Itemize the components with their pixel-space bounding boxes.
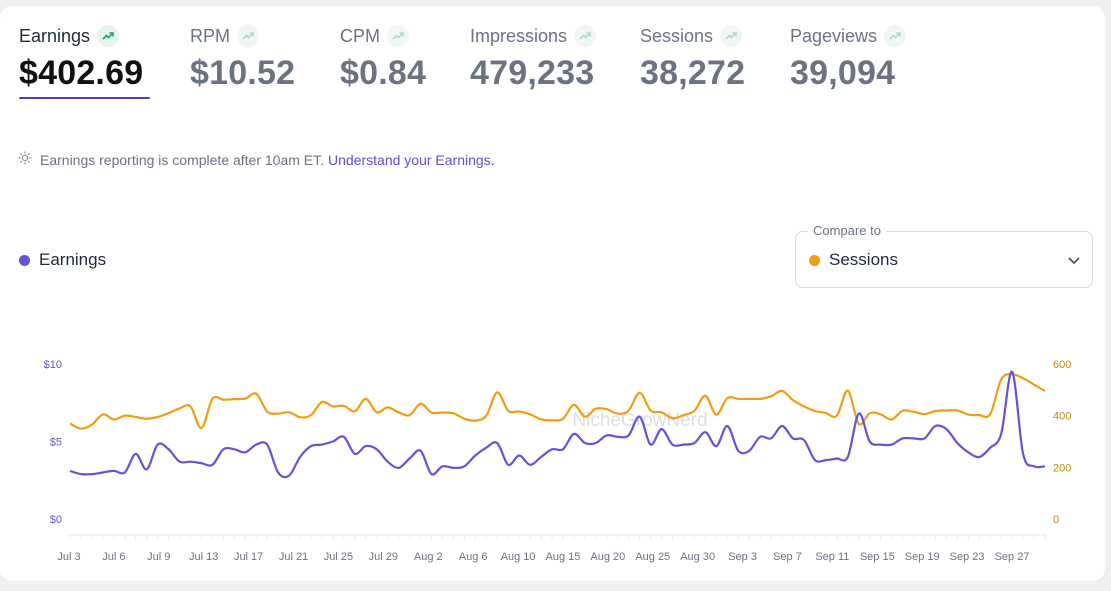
x-tick-label: Sep 23 <box>950 551 985 563</box>
x-tick-label: Sep 11 <box>815 551 849 563</box>
metric-earnings[interactable]: Earnings $402.69 <box>19 24 150 99</box>
metric-label: RPM <box>190 25 230 46</box>
metric-label: Pageviews <box>790 25 878 46</box>
x-tick-label: Jul 29 <box>369 551 398 563</box>
understand-earnings-link[interactable]: Understand your Earnings. <box>328 151 495 168</box>
notice-text: Earnings reporting is complete after 10a… <box>40 151 325 168</box>
earnings-notice: Earnings reporting is complete after 10a… <box>18 151 495 168</box>
y-left-tick-label: $0 <box>50 514 62 526</box>
x-tick-label: Jul 25 <box>324 551 353 563</box>
trending-up-icon <box>720 25 743 47</box>
y-left-tick-label: $10 <box>44 359 62 371</box>
x-tick-label: Jul 9 <box>147 551 170 563</box>
metric-label: CPM <box>340 25 380 46</box>
metric-label: Sessions <box>640 25 714 46</box>
trending-up-icon <box>387 25 409 47</box>
series-line-sessions <box>69 373 1046 430</box>
trending-up-icon <box>97 25 120 47</box>
y-right-tick-label: 400 <box>1053 411 1071 423</box>
x-tick-label: Sep 7 <box>773 551 802 563</box>
metric-value: $0.84 <box>340 54 427 92</box>
x-tick-label: Aug 10 <box>501 551 536 563</box>
active-metric-underline <box>19 97 150 99</box>
y-right-tick-label: 0 <box>1053 514 1059 526</box>
metric-value: 479,233 <box>470 54 595 92</box>
metric-pageviews[interactable]: Pageviews 39,094 <box>790 24 907 93</box>
metric-sessions[interactable]: Sessions 38,272 <box>640 24 745 93</box>
compare-selected: Sessions <box>809 250 898 270</box>
y-right-tick-label: 600 <box>1053 359 1071 371</box>
compare-caption: Compare to <box>808 223 886 238</box>
sun-icon <box>18 151 32 168</box>
x-tick-label: Jul 13 <box>189 551 218 563</box>
trending-up-icon <box>884 25 907 47</box>
metric-value: $402.69 <box>19 54 144 92</box>
compare-to-select[interactable]: Compare to Sessions <box>795 223 1093 288</box>
chevron-down-icon[interactable] <box>1066 252 1082 273</box>
trending-up-icon <box>574 25 597 47</box>
x-tick-label: Sep 27 <box>995 551 1030 563</box>
legend-dot-earnings <box>19 254 30 266</box>
metric-rpm[interactable]: RPM $10.52 <box>190 24 295 93</box>
x-tick-label: Aug 6 <box>459 551 488 563</box>
metric-impressions[interactable]: Impressions 479,233 <box>470 24 597 93</box>
x-tick-label: Jul 17 <box>234 551 263 563</box>
x-tick-label: Jul 6 <box>102 551 125 563</box>
x-tick-label: Aug 20 <box>590 551 625 563</box>
series-line-earnings <box>69 370 1046 479</box>
y-right-tick-label: 200 <box>1053 462 1071 474</box>
x-tick-label: Aug 25 <box>635 551 670 563</box>
metric-value: $10.52 <box>190 54 296 92</box>
x-tick-label: Jul 3 <box>57 551 80 563</box>
earnings-sessions-chart: NicheGrowNerd $10 $5 $0 600 400 200 0 Jul 3 Jul 6… <box>44 359 1072 563</box>
metric-value: 39,094 <box>790 54 896 92</box>
legend-label-earnings: Earnings <box>39 250 107 269</box>
x-tick-label: Sep 15 <box>860 551 895 563</box>
metric-label: Earnings <box>19 25 91 46</box>
x-tick-label: Sep 19 <box>905 551 940 563</box>
x-tick-label: Aug 30 <box>680 551 715 563</box>
x-tick-label: Sep 3 <box>728 551 757 563</box>
earnings-card: Earnings $402.69 RPM $10.52 CPM $0.84 Im… <box>0 6 1105 581</box>
trending-up-icon <box>237 25 259 47</box>
compare-selected-label: Sessions <box>829 250 898 269</box>
metric-label: Impressions <box>470 25 568 46</box>
x-tick-label: Jul 21 <box>279 551 308 563</box>
watermark: NicheGrowNerd <box>572 410 707 431</box>
metric-cpm[interactable]: CPM $0.84 <box>340 24 426 93</box>
legend-dot-sessions <box>809 254 820 266</box>
x-tick-label: Aug 2 <box>414 551 443 563</box>
y-left-tick-label: $5 <box>50 437 62 449</box>
x-tick-label: Aug 15 <box>546 551 581 563</box>
chart-legend: Earnings <box>19 250 106 270</box>
metric-value: 38,272 <box>640 54 746 92</box>
